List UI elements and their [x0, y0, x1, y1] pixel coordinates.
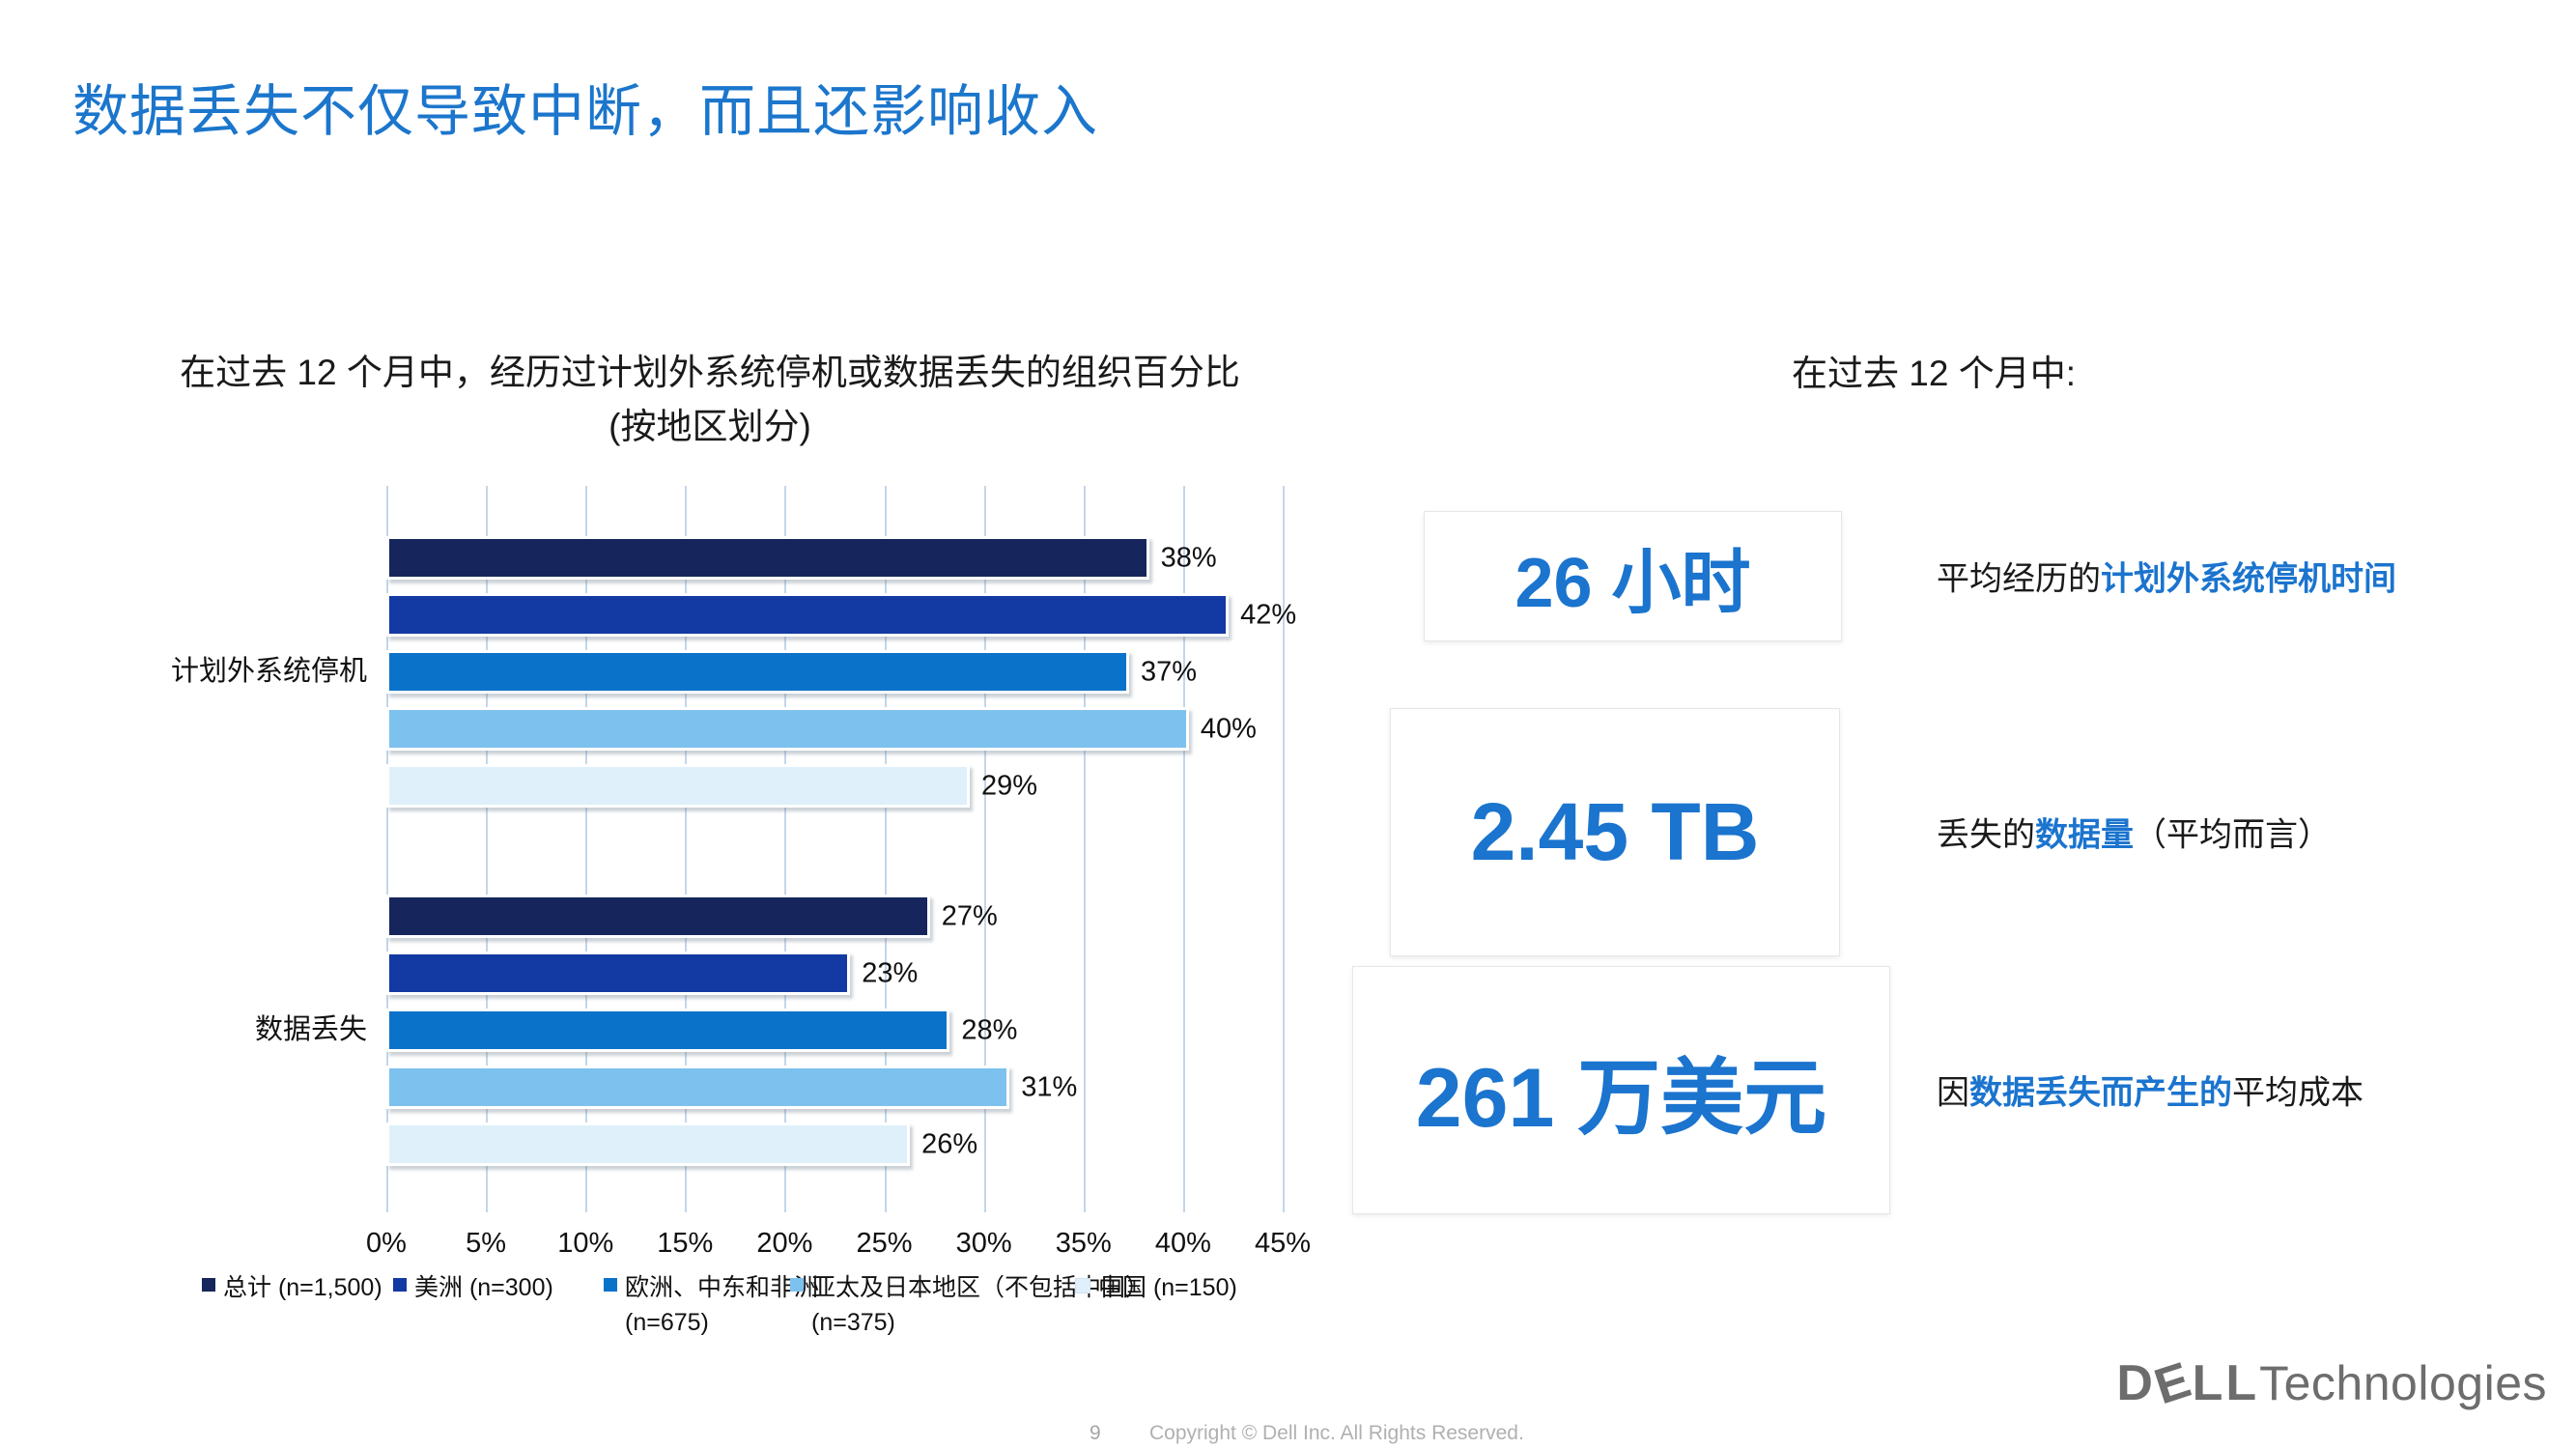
gridline: [1283, 486, 1285, 1212]
stat-desc-plain: 因: [1937, 1074, 1969, 1112]
plot-area: 0% 5% 10% 15% 20% 25% 30% 35% 40% 45% 38% 27% 42% 23%…: [171, 486, 1311, 1259]
stat-box-data-lost: 2.45 TB: [1390, 708, 1840, 956]
bar-value-label: 27%: [941, 900, 998, 931]
stat-desc-plain: 平均成本: [2232, 1074, 2364, 1112]
bar-series-2-group-0: [386, 650, 1130, 694]
category-label: 计划外系统停机: [170, 656, 367, 687]
legend-item: 欧洲、中东和非洲 (n=675): [604, 1270, 818, 1341]
bar-value-label: 42%: [1240, 599, 1297, 630]
gridline: [685, 486, 688, 1212]
bar-series-1-group-1: [386, 952, 851, 995]
bar-value-label: 37%: [1141, 656, 1198, 687]
dell-wordmark: DELL: [2116, 1350, 2260, 1416]
stat-desc-plain: （平均而言）: [2134, 816, 2331, 854]
bar-value-label: 23%: [862, 957, 919, 988]
legend-label: 欧洲、中东和非洲 (n=675): [625, 1274, 819, 1337]
bar-series-3-group-0: [386, 707, 1189, 751]
legend-item: 中国 (n=150): [1075, 1270, 1237, 1305]
stat-value-downtime-hours: 26 小时: [1514, 545, 1751, 622]
legend-swatch-icon: [790, 1278, 804, 1292]
x-axis-tick-label: 40%: [1154, 1228, 1211, 1259]
gridline: [784, 486, 787, 1212]
bar-series-3-group-1: [386, 1065, 1010, 1109]
bar-series-4-group-1: [386, 1122, 911, 1166]
x-axis-tick-label: 15%: [657, 1228, 714, 1259]
technologies-wordmark: Technologies: [2259, 1356, 2547, 1410]
dell-technologies-logo: DELL Technologies: [2116, 1350, 2547, 1416]
gridline: [585, 486, 588, 1212]
gridline: [486, 486, 489, 1212]
stat-desc-highlight: 计划外系统停机时间: [2101, 560, 2396, 598]
stat-desc-plain: 平均经历的: [1937, 560, 2101, 598]
legend-label: 总计 (n=1,500): [223, 1274, 382, 1301]
chart-title: 在过去 12 个月中，经历过计划外系统停机或数据丢失的组织百分比 (按地区划分): [135, 346, 1285, 453]
gridline: [1182, 486, 1185, 1212]
stat-desc-plain: 丢失的: [1937, 816, 2035, 854]
bar-series-2-group-1: [386, 1009, 950, 1052]
page-title: 数据丢失不仅导致中断，而且还影响收入: [72, 80, 1099, 143]
x-axis-tick-label: 0%: [366, 1228, 407, 1259]
bar-value-label: 28%: [961, 1014, 1018, 1045]
stat-box-downtime-hours: 26 小时: [1424, 511, 1842, 641]
right-panel-heading: 在过去 12 个月中:: [1792, 354, 2076, 393]
legend-swatch-icon: [604, 1278, 617, 1292]
stat-desc-data-lost: 丢失的数据量（平均而言）: [1937, 809, 2331, 856]
category-label: 数据丢失: [254, 1014, 367, 1045]
chart-legend: 总计 (n=1,500) 美洲 (n=300) 欧洲、中东和非洲 (n=675) 亚太及…: [0, 1270, 1352, 1377]
x-axis-tick-label: 5%: [466, 1228, 507, 1259]
gridline: [884, 486, 887, 1212]
x-axis-tick-label: 20%: [756, 1228, 813, 1259]
gridline: [386, 486, 388, 1212]
legend-item: 美洲 (n=300): [393, 1270, 553, 1305]
legend-swatch-icon: [1075, 1278, 1090, 1293]
bar-value-label: 40%: [1200, 713, 1257, 744]
x-axis-tick-label: 10%: [557, 1228, 614, 1259]
legend-label: 中国 (n=150): [1098, 1274, 1237, 1301]
bar-value-label: 29%: [981, 770, 1038, 801]
legend-label: 美洲 (n=300): [414, 1274, 553, 1301]
stat-desc-highlight: 数据丢失而产生的: [1969, 1074, 2232, 1112]
legend-swatch-icon: [202, 1278, 215, 1292]
chart-title-line1: 在过去 12 个月中，经历过计划外系统停机或数据丢失的组织百分比: [180, 353, 1240, 392]
stat-desc-downtime-hours: 平均经历的计划外系统停机时间: [1937, 553, 2396, 600]
legend-item: 总计 (n=1,500): [202, 1270, 382, 1305]
legend-label: 亚太及日本地区（不包括中国） (n=375): [811, 1274, 1150, 1337]
legend-swatch-icon: [393, 1278, 407, 1292]
stat-desc-highlight: 数据量: [2035, 816, 2134, 854]
legend-item: 亚太及日本地区（不包括中国） (n=375): [790, 1270, 1149, 1341]
page-number: 9: [1090, 1422, 1101, 1444]
gridline: [983, 486, 986, 1212]
gridline: [1083, 486, 1086, 1212]
bar-series-0-group-1: [386, 895, 930, 938]
bar-series-4-group-0: [386, 764, 971, 808]
bar-value-label: 38%: [1160, 542, 1217, 573]
x-axis-tick-label: 35%: [1055, 1228, 1112, 1259]
x-axis-tick-label: 30%: [955, 1228, 1012, 1259]
bar-value-label: 26%: [921, 1128, 978, 1159]
x-axis-tick-label: 25%: [856, 1228, 913, 1259]
bar-series-1-group-0: [386, 593, 1230, 637]
x-axis-tick-label: 45%: [1254, 1228, 1312, 1259]
stat-desc-avg-cost: 因数据丢失而产生的平均成本: [1937, 1066, 2364, 1114]
stat-box-avg-cost: 261 万美元: [1352, 966, 1890, 1214]
bar-series-0-group-0: [386, 536, 1149, 580]
chart-title-line2: (按地区划分): [609, 406, 811, 446]
copyright-text: Copyright © Dell Inc. All Rights Reserve…: [1149, 1422, 1524, 1444]
stat-value-avg-cost: 261 万美元: [1415, 1052, 1827, 1145]
bar-value-label: 31%: [1021, 1071, 1078, 1102]
stat-value-data-lost: 2.45 TB: [1470, 786, 1760, 877]
